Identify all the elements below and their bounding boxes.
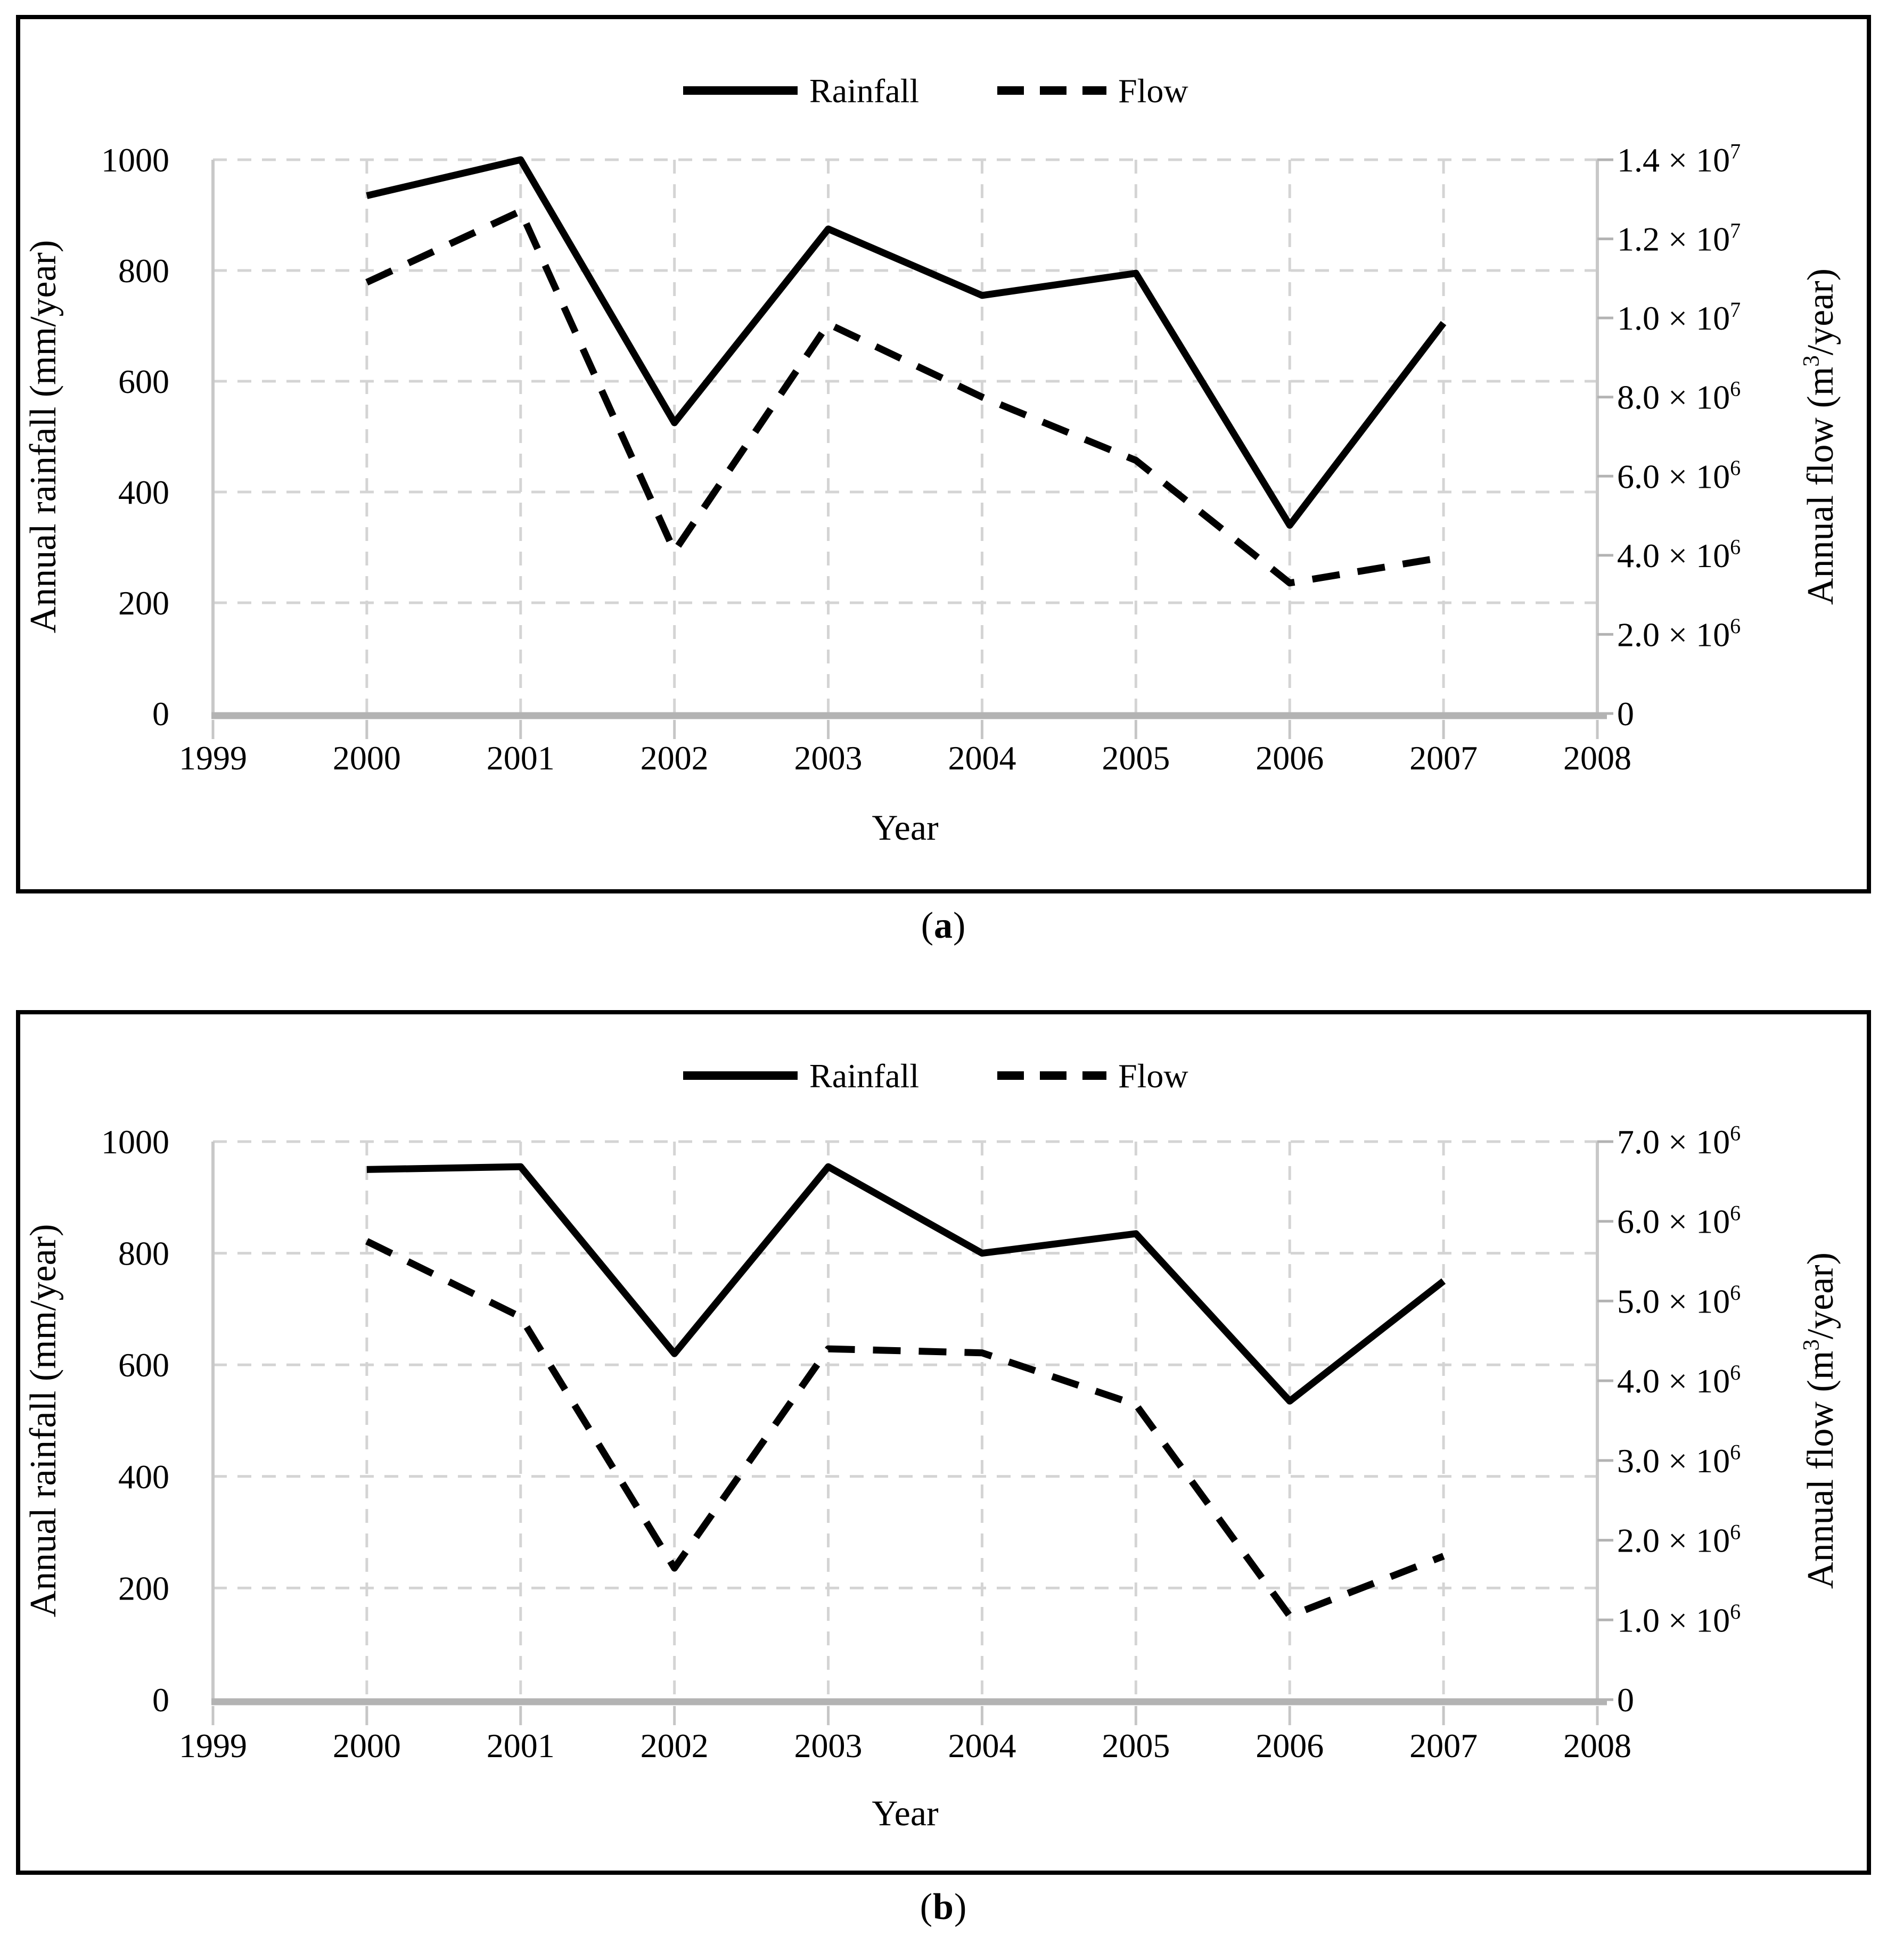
- right-axis-tick-label: 1.0 × 106: [1617, 1600, 1741, 1639]
- x-axis-tick-label: 2005: [1102, 739, 1170, 777]
- series-rainfall-line: [366, 156, 1447, 529]
- left-axis-tick-label: 200: [118, 584, 169, 622]
- left-axis-tick-label: 1000: [101, 141, 169, 179]
- right-axis-tick-label: 6.0 × 106: [1617, 456, 1741, 495]
- right-axis-tick-label: 1.4 × 107: [1617, 140, 1741, 179]
- x-axis-tick-label: 2000: [333, 1727, 401, 1765]
- legend: Rainfall Flow: [683, 1057, 1188, 1095]
- right-axis-tick-label: 5.0 × 106: [1617, 1281, 1741, 1320]
- left-axis-tick-label: 400: [118, 1458, 169, 1496]
- left-axis-tick-label: 400: [118, 473, 169, 511]
- x-axis-tick-label: 2008: [1563, 1727, 1631, 1765]
- right-axis-tick-label: 4.0 × 106: [1617, 1360, 1741, 1400]
- x-axis-tick-label: 2004: [948, 739, 1016, 777]
- left-axis-tick-label: 200: [118, 1569, 169, 1607]
- series-rainfall-line: [366, 1163, 1446, 1405]
- chart-a-svg: Rainfall Flow 0 200 400 600 800 1000 0 2.0 × 106 4…: [23, 72, 1841, 848]
- caption-a-open: (: [921, 905, 934, 946]
- left-axis-tick-label: 0: [152, 695, 169, 733]
- caption-b-open: (: [920, 1887, 933, 1928]
- x-axis-tick-label: 1999: [179, 739, 247, 777]
- axes: [211, 1140, 1613, 1725]
- right-axis-tick-label: 4.0 × 106: [1617, 535, 1741, 575]
- gridlines: [213, 158, 1597, 714]
- x-axis-tick-label: 2001: [487, 739, 555, 777]
- right-axis-tick-label: 0: [1617, 1681, 1634, 1719]
- legend-flow-label: Flow: [1118, 72, 1188, 110]
- x-axis-tick-label: 2003: [794, 1727, 863, 1765]
- x-axis-tick-label: 2006: [1256, 1727, 1324, 1765]
- caption-b-letter: b: [933, 1887, 954, 1928]
- right-axis-tick-label: 0: [1617, 695, 1634, 733]
- x-axis-tick-label: 2003: [794, 739, 863, 777]
- caption-a-close: ): [953, 905, 966, 946]
- caption-b-close: ): [954, 1887, 967, 1928]
- figure-caption-b: (b): [0, 1884, 1887, 1930]
- series-flow-line: [365, 1238, 1445, 1620]
- axes: [211, 158, 1613, 739]
- x-axis-tick-label: 2007: [1409, 1727, 1478, 1765]
- left-axis-title: Annual rainfall (mm/year): [23, 1224, 64, 1618]
- x-axis-tick-label: 2001: [487, 1727, 555, 1765]
- x-axis-tick-label: 2000: [333, 739, 401, 777]
- left-axis-tick-label: 800: [118, 1235, 169, 1273]
- left-axis-tick-label: 0: [152, 1681, 169, 1719]
- left-axis-tick-label: 600: [118, 363, 169, 400]
- figure-caption-a: (a): [0, 903, 1887, 949]
- right-axis-tick-label: 2.0 × 106: [1617, 614, 1741, 653]
- x-axis-tick-label: 2007: [1409, 739, 1478, 777]
- x-axis-tick-label: 2008: [1563, 739, 1631, 777]
- right-axis-tick-label: 7.0 × 106: [1617, 1121, 1741, 1161]
- right-axis-tick-label: 6.0 × 106: [1617, 1201, 1741, 1240]
- legend: Rainfall Flow: [683, 72, 1188, 110]
- x-axis-tick-label: 1999: [179, 1727, 247, 1765]
- figure-page: Rainfall Flow 0 200 400 600 800 1000 0 2.0 × 106 4…: [0, 15, 1887, 1930]
- left-axis-title: Annual rainfall (mm/year): [23, 240, 64, 634]
- x-axis-tick-label: 2006: [1256, 739, 1324, 777]
- legend-flow-label: Flow: [1118, 1057, 1188, 1095]
- right-axis-title: Annual flow (m3/year): [1799, 268, 1841, 605]
- x-axis-tick-label: 2002: [641, 1727, 709, 1765]
- x-axis-tick-label: 2004: [948, 1727, 1016, 1765]
- right-axis-tick-label: 3.0 × 106: [1617, 1440, 1741, 1480]
- x-axis-tick-label: 2005: [1102, 1727, 1170, 1765]
- legend-rainfall-label: Rainfall: [809, 1057, 919, 1095]
- left-axis-tick-label: 1000: [101, 1123, 169, 1161]
- figure-panel-b: Rainfall Flow 0 200 400 600 800 1000 0 1.0 × 106 2…: [16, 1010, 1871, 1875]
- x-axis-tick-label: 2002: [641, 739, 709, 777]
- left-axis-tick-label: 600: [118, 1346, 169, 1384]
- right-axis-tick-label: 1.2 × 107: [1617, 218, 1741, 258]
- series-flow-line: [365, 208, 1445, 587]
- gridlines: [213, 1140, 1597, 1700]
- figure-panel-a: Rainfall Flow 0 200 400 600 800 1000 0 2.0 × 106 4…: [16, 15, 1871, 893]
- right-axis-tick-label: 2.0 × 106: [1617, 1520, 1741, 1559]
- caption-a-letter: a: [934, 905, 953, 946]
- left-axis-tick-label: 800: [118, 252, 169, 290]
- right-axis-tick-label: 1.0 × 107: [1617, 298, 1741, 337]
- chart-b-svg: Rainfall Flow 0 200 400 600 800 1000 0 1.0 × 106 2…: [23, 1057, 1841, 1833]
- x-axis-title: Year: [872, 1793, 939, 1833]
- legend-rainfall-label: Rainfall: [809, 72, 919, 110]
- right-axis-title: Annual flow (m3/year): [1799, 1252, 1841, 1589]
- x-axis-title: Year: [872, 807, 939, 848]
- right-axis-tick-label: 8.0 × 106: [1617, 376, 1741, 416]
